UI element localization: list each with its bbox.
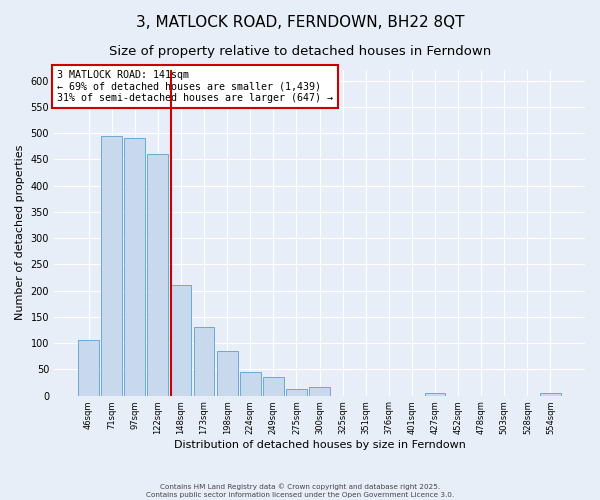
Bar (540, 393, 561, 396)
Bar (217, 351, 238, 396)
Bar (194, 328, 214, 396)
Text: Contains HM Land Registry data © Crown copyright and database right 2025.
Contai: Contains HM Land Registry data © Crown c… (146, 484, 454, 498)
X-axis label: Distribution of detached houses by size in Ferndown: Distribution of detached houses by size … (173, 440, 466, 450)
Bar (286, 390, 307, 396)
Bar (309, 386, 330, 396)
Text: 3, MATLOCK ROAD, FERNDOWN, BH22 8QT: 3, MATLOCK ROAD, FERNDOWN, BH22 8QT (136, 15, 464, 30)
Bar (170, 286, 191, 396)
Text: 3 MATLOCK ROAD: 141sqm
← 69% of detached houses are smaller (1,439)
31% of semi-: 3 MATLOCK ROAD: 141sqm ← 69% of detached… (56, 70, 332, 103)
Bar (425, 393, 445, 396)
Bar (101, 136, 122, 396)
Bar (78, 340, 99, 396)
Bar (148, 154, 168, 396)
Y-axis label: Number of detached properties: Number of detached properties (15, 145, 25, 320)
Text: Size of property relative to detached houses in Ferndown: Size of property relative to detached ho… (109, 45, 491, 58)
Bar (263, 377, 284, 396)
Bar (124, 138, 145, 396)
Bar (240, 372, 260, 396)
